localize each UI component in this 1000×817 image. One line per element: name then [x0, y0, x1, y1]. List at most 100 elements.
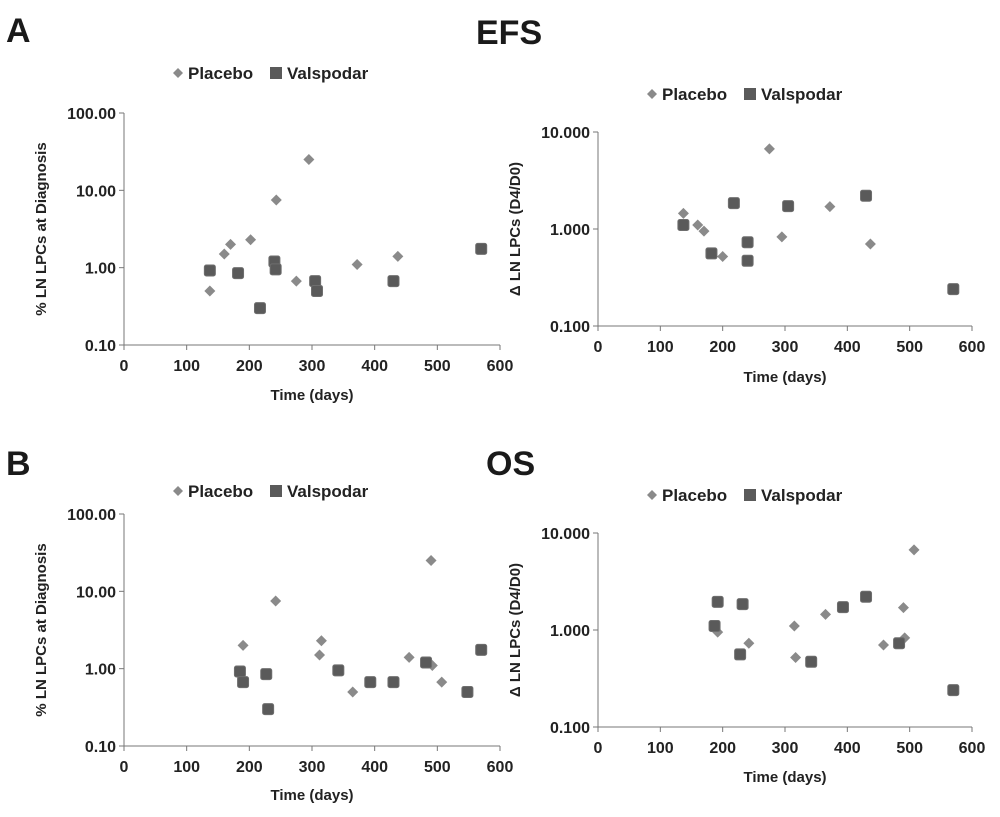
panel-letter-a: A	[6, 12, 31, 50]
data-point-valspodar	[203, 264, 216, 277]
section-title-efs: EFS	[476, 14, 543, 52]
data-point-placebo	[776, 231, 788, 243]
x-tick-label: 600	[487, 358, 514, 375]
data-point-placebo	[698, 225, 710, 237]
x-tick-label: 400	[361, 358, 388, 375]
x-tick-label: 500	[424, 759, 451, 776]
y-axis-label: % LN LPCs at Diagnosis	[33, 142, 50, 315]
data-point-valspodar	[260, 668, 273, 681]
x-tick-label: 600	[487, 759, 514, 776]
y-tick-label: 1.00	[85, 662, 116, 679]
x-axis-label: Time (days)	[743, 769, 826, 786]
data-point-valspodar	[947, 283, 960, 296]
data-point-valspodar	[461, 685, 474, 698]
x-tick-label: 400	[834, 339, 861, 356]
x-tick-label: 100	[647, 740, 674, 757]
legend-placebo-label: Placebo	[662, 85, 727, 104]
chart-b-right: 0 100 200 300 400 500 600 0.100 1.000 10.000 Time …	[507, 486, 985, 786]
data-point-placebo	[315, 635, 327, 647]
y-tick-label: 0.10	[85, 739, 116, 756]
data-point-valspodar	[860, 189, 873, 202]
data-point-placebo	[436, 676, 448, 688]
data-point-placebo	[788, 620, 800, 632]
data-point-placebo	[303, 154, 315, 166]
legend-valspodar-marker	[270, 67, 282, 79]
data-point-valspodar	[711, 595, 724, 608]
legend-valspodar-label: Valspodar	[287, 64, 369, 83]
data-point-placebo	[204, 285, 216, 297]
x-tick-label: 200	[709, 740, 736, 757]
x-axis-label: Time (days)	[270, 387, 353, 404]
data-point-valspodar	[364, 676, 377, 689]
data-point-placebo	[245, 234, 257, 246]
data-point-valspodar	[736, 598, 749, 611]
data-point-placebo	[218, 248, 230, 260]
data-point-placebo	[392, 250, 404, 262]
data-point-placebo	[425, 555, 437, 567]
legend-placebo-label: Placebo	[188, 64, 253, 83]
y-tick-label: 0.100	[550, 319, 590, 336]
legend-placebo-marker	[173, 68, 183, 78]
y-tick-label: 0.100	[550, 720, 590, 737]
data-point-placebo	[763, 143, 775, 155]
data-point-placebo	[790, 652, 802, 664]
legend-placebo-label: Placebo	[188, 482, 253, 501]
x-tick-label: 600	[959, 740, 986, 757]
data-point-placebo	[270, 194, 282, 206]
y-tick-label: 1.000	[550, 623, 590, 640]
data-point-placebo	[820, 608, 832, 620]
data-point-valspodar	[387, 676, 400, 689]
x-tick-label: 400	[361, 759, 388, 776]
data-point-valspodar	[269, 263, 282, 276]
x-tick-label: 200	[709, 339, 736, 356]
data-point-placebo	[351, 258, 363, 270]
y-tick-label: 0.10	[85, 338, 116, 355]
chart-a-left: 0 100 200 300 400 500 600 0.10 1.00 10.00 100.00 Ti…	[33, 64, 513, 404]
data-point-placebo	[347, 686, 359, 698]
data-point-placebo	[692, 219, 704, 231]
data-point-valspodar	[860, 590, 873, 603]
y-tick-label: 100.00	[67, 507, 116, 524]
y-axis-label: Δ LN LPCs (D4/D0)	[507, 162, 524, 296]
legend-placebo-label: Placebo	[662, 486, 727, 505]
data-point-placebo	[908, 544, 920, 556]
data-point-placebo	[743, 637, 755, 649]
y-tick-label: 100.00	[67, 106, 116, 123]
data-point-valspodar	[893, 637, 906, 650]
x-axis-label: Time (days)	[743, 369, 826, 386]
legend-valspodar-marker	[270, 485, 282, 497]
legend: Placebo Valspodar	[173, 64, 369, 83]
x-tick-label: 400	[834, 740, 861, 757]
legend: Placebo Valspodar	[647, 486, 843, 505]
data-point-valspodar	[253, 302, 266, 315]
data-point-valspodar	[387, 275, 400, 288]
y-tick-label: 10.000	[541, 526, 590, 543]
data-point-valspodar	[332, 664, 345, 677]
panel-letter-b: B	[6, 445, 31, 483]
data-point-placebo	[314, 649, 326, 661]
x-tick-label: 500	[424, 358, 451, 375]
x-axis-label: Time (days)	[270, 787, 353, 804]
data-point-valspodar	[836, 601, 849, 614]
data-point-placebo	[237, 639, 249, 651]
x-tick-label: 100	[173, 358, 200, 375]
y-axis-label: Δ LN LPCs (D4/D0)	[507, 563, 524, 697]
data-point-placebo	[877, 639, 889, 651]
legend-valspodar-marker	[744, 88, 756, 100]
data-point-valspodar	[741, 254, 754, 267]
x-tick-label: 200	[236, 759, 263, 776]
chart-a-right: 0 100 200 300 400 500 600 0.100 1.000 10.000 Time …	[507, 85, 985, 386]
data-point-valspodar	[741, 236, 754, 249]
x-tick-label: 100	[173, 759, 200, 776]
data-point-valspodar	[475, 643, 488, 656]
data-point-valspodar	[311, 284, 324, 297]
x-tick-label: 0	[120, 358, 129, 375]
data-point-placebo	[824, 201, 836, 213]
x-tick-label: 0	[594, 339, 603, 356]
legend-valspodar-label: Valspodar	[761, 486, 843, 505]
data-point-placebo	[717, 251, 729, 263]
legend: Placebo Valspodar	[647, 85, 843, 104]
y-tick-label: 10.00	[76, 183, 116, 200]
x-tick-label: 500	[896, 740, 923, 757]
